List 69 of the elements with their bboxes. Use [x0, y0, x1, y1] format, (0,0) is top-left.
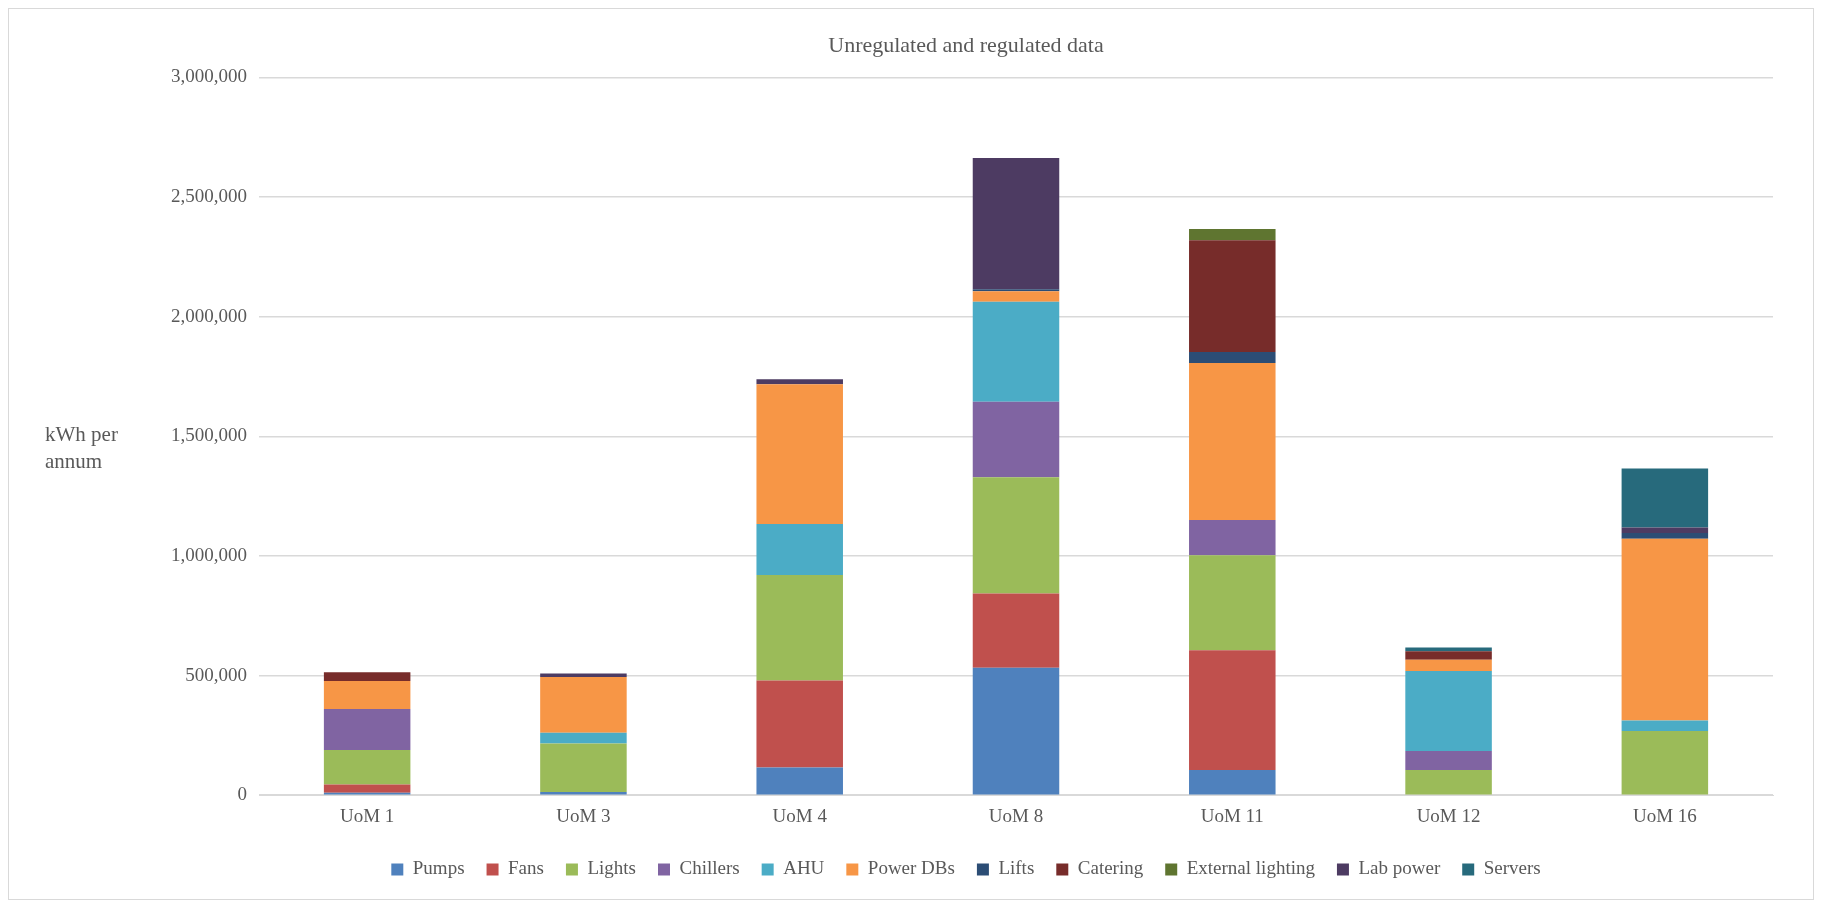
bar	[972, 667, 1060, 795]
bar	[323, 672, 411, 682]
x-tick-label: UoM 11	[1200, 804, 1264, 826]
bar	[1189, 352, 1276, 364]
bar	[1189, 520, 1276, 556]
x-tick-label: UoM 4	[772, 804, 828, 826]
legend-label: AHU	[783, 857, 825, 879]
bar	[1405, 770, 1492, 795]
x-tick-label: UoM 1	[339, 804, 395, 826]
bar	[1405, 750, 1492, 771]
bar	[1189, 650, 1276, 771]
x-tick-label: UoM 3	[556, 804, 611, 826]
legend-label: Servers	[1483, 857, 1541, 879]
bar	[972, 289, 1060, 292]
legend-label: Fans	[508, 857, 544, 879]
bar	[972, 477, 1060, 594]
legend-label: Power DBs	[867, 857, 955, 879]
legend-label: Lights	[587, 857, 636, 879]
bar	[972, 593, 1060, 668]
y-tick-label: 2,000,000	[171, 304, 247, 326]
y-tick-label: 3,000,000	[171, 65, 247, 87]
y-tick-label: 1,000,000	[171, 543, 247, 565]
bar	[972, 291, 1060, 302]
y-tick-label: 500,000	[185, 663, 247, 685]
x-tick-label: UoM 12	[1416, 804, 1481, 826]
y-tick-label: 0	[237, 783, 247, 805]
bar	[1621, 720, 1709, 732]
bar	[1189, 229, 1276, 241]
bar	[1189, 240, 1276, 353]
bar	[972, 401, 1060, 478]
bar	[1621, 731, 1709, 795]
bar	[1405, 659, 1492, 672]
bar	[323, 709, 411, 750]
bar	[756, 384, 843, 525]
bar	[1405, 651, 1492, 660]
x-tick-label: UoM 8	[988, 804, 1044, 826]
y-axis-title: kWh per annum	[45, 421, 119, 475]
bar	[756, 379, 843, 385]
bar	[1189, 555, 1276, 651]
legend-label: External lighting	[1186, 857, 1316, 879]
bar	[1621, 468, 1709, 528]
bar	[972, 158, 1060, 290]
bar	[756, 575, 843, 681]
bar	[1621, 527, 1709, 533]
x-tick-label: UoM 16	[1632, 804, 1697, 826]
legend-label: Chillers	[679, 857, 740, 879]
bar	[323, 681, 411, 710]
chart-title: Unregulated and regulated data	[828, 31, 1104, 57]
bar	[323, 749, 411, 785]
bar	[756, 767, 843, 795]
bar	[1189, 363, 1276, 521]
bar	[540, 673, 627, 677]
y-tick-label: 2,500,000	[171, 185, 247, 207]
y-tick-label: 1,500,000	[171, 424, 247, 446]
legend-label: Lab power	[1358, 857, 1441, 879]
bar	[323, 784, 411, 793]
bar	[972, 301, 1060, 402]
bar	[540, 677, 627, 733]
legend-label: Catering	[1077, 857, 1144, 879]
legend-label: Pumps	[412, 857, 465, 879]
bar	[540, 743, 627, 793]
bar	[1621, 538, 1709, 721]
bar	[756, 680, 843, 768]
bar	[1189, 770, 1276, 795]
bar	[756, 524, 843, 576]
bar	[540, 732, 627, 744]
bar	[1621, 532, 1709, 539]
legend-label: Lifts	[998, 857, 1035, 879]
bar	[1405, 671, 1492, 751]
